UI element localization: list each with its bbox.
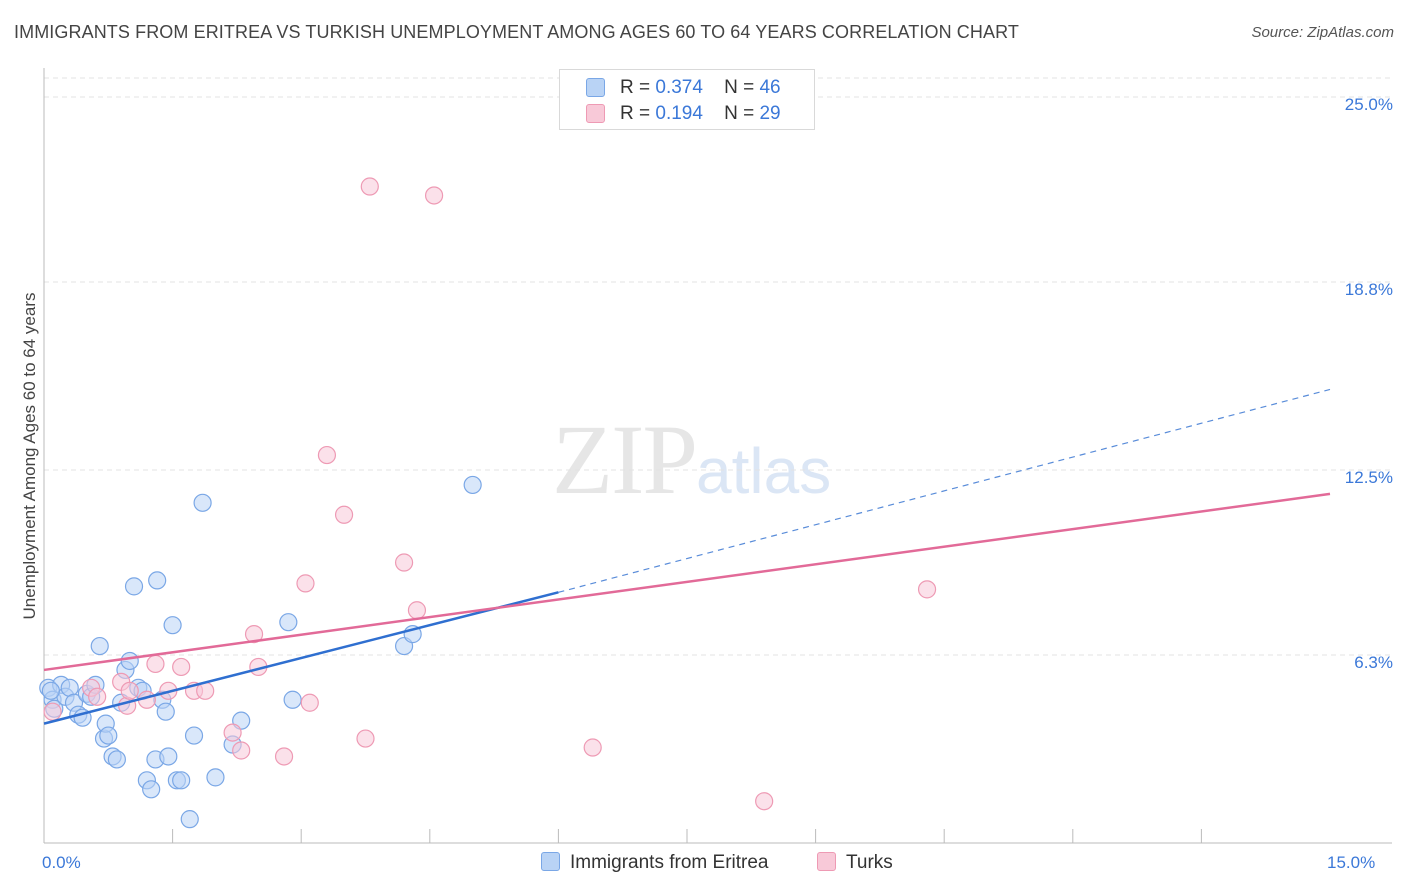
eritrea-point (156, 702, 175, 721)
turks-trend-line (43, 492, 1331, 672)
x-tick-label-min: 0.0% (42, 853, 81, 872)
y-tick-label: 25.0% (1344, 95, 1393, 114)
turks-point (334, 505, 354, 524)
turks-point (300, 693, 319, 712)
eritrea-point (90, 636, 109, 656)
stats-legend: R = 0.374 N = 46 R = 0.194 N = 29 (559, 69, 815, 130)
turks-point (360, 177, 379, 196)
turks-point (317, 445, 337, 465)
eritrea-point (163, 616, 182, 635)
watermark: ZIPatlas (552, 402, 831, 517)
watermark-atlas: atlas (696, 435, 832, 507)
r-label: R = (620, 103, 651, 124)
eritrea-point (193, 493, 212, 512)
legend-item-turks: Turks (817, 852, 893, 874)
r-value: 0.374 (655, 77, 703, 98)
eritrea-trend-line (43, 591, 559, 725)
eritrea-point (99, 726, 118, 745)
turks-point (394, 553, 414, 572)
y-tick-label: 18.8% (1344, 280, 1393, 299)
turks-point (88, 687, 107, 706)
eritrea-point (463, 475, 482, 495)
eritrea-point (184, 726, 204, 745)
n-value: 46 (759, 77, 781, 98)
turks-point (120, 681, 139, 700)
eritrea-point (41, 681, 60, 700)
eritrea-point (148, 571, 167, 590)
turks-point (172, 657, 191, 677)
eritrea-point (279, 613, 298, 632)
turks-point (424, 186, 444, 205)
turks-point (917, 580, 937, 599)
eritrea-point (206, 768, 225, 787)
source-label: Source: ZipAtlas.com (1251, 24, 1394, 41)
eritrea-point (124, 577, 144, 596)
turks-point (296, 574, 315, 593)
eritrea-point (159, 747, 178, 766)
legend-item-eritrea: Immigrants from Eritrea (541, 852, 768, 874)
pink-swatch-icon (817, 852, 836, 871)
stats-text: R = 0.194 N = 29 (620, 103, 781, 125)
y-tick-label: 12.5% (1344, 468, 1393, 487)
r-value: 0.194 (655, 103, 703, 124)
pink-swatch-icon (586, 104, 605, 123)
turks-point (583, 738, 602, 757)
n-value: 29 (759, 103, 781, 124)
chart-title: IMMIGRANTS FROM ERITREA VS TURKISH UNEMP… (14, 22, 1019, 42)
n-label: N = (724, 77, 755, 98)
turks-point (223, 723, 242, 742)
turks-point (274, 747, 294, 766)
turks-point (244, 625, 264, 644)
eritrea-point (283, 690, 302, 709)
x-tick-label-max: 15.0% (1327, 853, 1376, 872)
eritrea-trend-extension (558, 388, 1331, 593)
r-label: R = (620, 77, 651, 98)
eritrea-point (172, 771, 191, 790)
turks-point (356, 729, 375, 748)
y-tick-label: 6.3% (1354, 653, 1393, 672)
y-axis-title: Unemployment Among Ages 60 to 64 years (20, 292, 39, 620)
blue-swatch-icon (541, 852, 560, 871)
legend-label: Turks (846, 852, 893, 873)
eritrea-point (107, 750, 126, 769)
eritrea-point (180, 810, 199, 829)
blue-swatch-icon (586, 78, 605, 97)
turks-point (146, 654, 165, 674)
n-label: N = (724, 103, 755, 124)
watermark-zip: ZIP (552, 404, 698, 515)
eritrea-point (120, 651, 139, 671)
stats-text: R = 0.374 N = 46 (620, 77, 781, 99)
turks-point (232, 741, 251, 760)
legend-label: Immigrants from Eritrea (570, 852, 769, 873)
turks-point (407, 601, 427, 620)
eritrea-point (142, 780, 161, 799)
turks-point (755, 792, 774, 811)
turks-point (43, 702, 62, 721)
eritrea-point (60, 678, 79, 697)
